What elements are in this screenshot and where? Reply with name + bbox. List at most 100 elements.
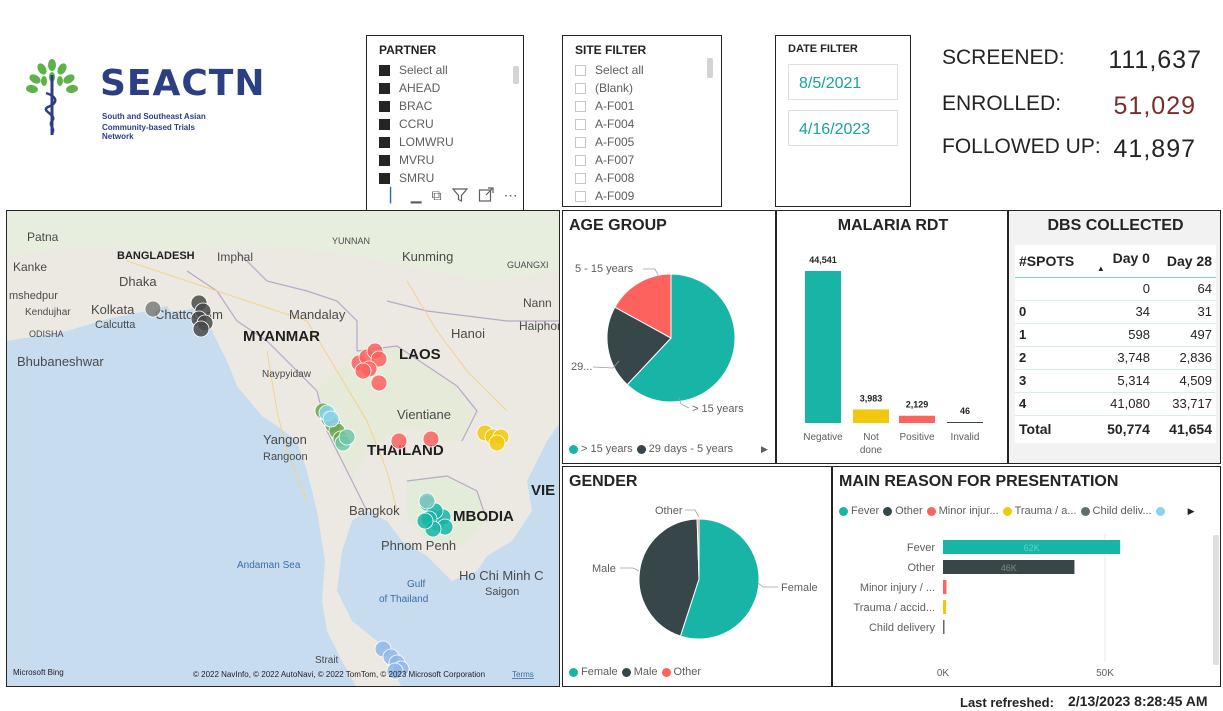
legend-item-more[interactable] [1155,506,1168,516]
checkbox[interactable] [379,172,390,184]
dbs-row[interactable]: 1 598 497 [1015,323,1216,347]
checkbox[interactable] [379,136,390,148]
dbs-row[interactable]: 0 64 [1015,277,1216,301]
site-item[interactable]: A-F004 [575,117,634,131]
col-header-day0[interactable]: Day 0 ▲ [1094,245,1154,278]
legend-item-female[interactable]: Female [569,666,618,678]
map-site-marker[interactable] [488,434,506,452]
main-reason-chart[interactable]: MAIN REASON FOR PRESENTATION Fever Other… [832,466,1221,687]
partner-item[interactable]: Select all [379,63,448,77]
map-site-marker[interactable] [354,362,372,380]
more-options-icon[interactable]: ⋯ [503,186,518,203]
partner-item[interactable]: LOMWRU [379,135,454,149]
legend-item-other[interactable]: Other [661,666,701,678]
legend-item-child-delivery[interactable]: Child deliv... [1080,505,1152,517]
start-date-input[interactable]: 8/5/2021 [788,64,898,100]
site-item[interactable]: (Blank) [575,81,633,95]
legend-next-arrow-icon[interactable]: ▶ [1187,505,1195,516]
reason-scrollbar[interactable] [1213,535,1219,665]
legend-item-male[interactable]: Male [621,666,658,678]
dbs-row[interactable]: 4 41,080 33,717 [1015,392,1216,416]
partner-scrollbar[interactable] [513,66,519,84]
partner-item[interactable]: AHEAD [379,81,440,95]
map-site-marker[interactable] [144,300,162,318]
malaria-bar[interactable] [853,409,889,423]
gender-slice[interactable] [696,518,700,580]
map-site-marker[interactable] [418,492,436,510]
age-group-slice[interactable] [614,273,672,339]
checkbox[interactable] [379,100,390,112]
site-item[interactable]: Select all [575,63,644,77]
age-group-slice[interactable] [606,306,672,386]
checkbox[interactable] [575,64,586,76]
age-group-slice[interactable] [626,273,736,403]
gender-chart[interactable]: GENDER Other Male Female Female Male Oth… [562,466,832,687]
checkbox[interactable] [575,154,586,166]
legend-item-29days[interactable]: 29 days - 5 years [636,443,733,455]
map-site-marker[interactable] [386,662,404,680]
reason-bar[interactable] [943,560,1075,574]
col-header-day28[interactable]: Day 28 [1153,245,1216,278]
dbs-row[interactable]: 0 34 31 [1015,300,1216,324]
malaria-bar[interactable] [805,271,841,423]
malaria-bar[interactable] [947,422,983,423]
checkbox[interactable] [575,118,586,130]
checkbox[interactable] [379,64,390,76]
site-item[interactable]: A-F005 [575,135,634,149]
map-site-marker[interactable] [370,374,388,392]
main-reason-bars[interactable]: Fever 62K Other 46K Minor injury / ... Trauma… [833,467,1221,687]
site-item[interactable]: A-F007 [575,153,634,167]
map-site-marker[interactable] [338,428,356,446]
dbs-row[interactable]: 3 5,314 4,509 [1015,369,1216,393]
reason-bar[interactable] [943,620,945,634]
site-item[interactable]: A-F008 [575,171,634,185]
malaria-rdt-chart[interactable]: MALARIA RDT 44,541 Negative 3,983 Not done 2,… [776,210,1008,464]
legend-item-over15[interactable]: > 15 years [569,443,633,455]
map-site-marker[interactable] [422,430,440,448]
partner-item[interactable]: CCRU [379,117,434,131]
dbs-row[interactable]: 2 3,748 2,836 [1015,346,1216,370]
dbs-collected-table[interactable]: DBS COLLECTED #SPOTS Day 0 ▲ Day 28 0 64 0 3… [1008,210,1221,464]
map-site-marker[interactable] [322,410,340,428]
checkbox[interactable] [379,82,390,94]
gender-slice[interactable] [679,518,760,640]
map-site-marker[interactable] [370,350,388,368]
checkbox[interactable] [575,190,586,202]
age-group-chart[interactable]: AGE GROUP 5 - 15 years 29... > 15 years … [562,210,776,464]
filter-icon[interactable] [451,187,468,203]
checkbox[interactable] [575,172,586,184]
reason-bar[interactable] [943,580,947,594]
age-group-pie[interactable]: 5 - 15 years 29... > 15 years [563,211,776,464]
map-terms-link[interactable]: Terms [512,670,534,679]
end-date-input[interactable]: 4/16/2023 [788,110,898,146]
legend-item-other[interactable]: Other [883,505,923,517]
partner-item[interactable]: BRAC [379,99,432,113]
site-slicer[interactable]: SITE FILTER Select all (Blank) A-F001 A-F00… [562,35,722,207]
checkbox[interactable] [379,118,390,130]
gender-slice[interactable] [638,518,700,637]
malaria-bar[interactable] [899,415,935,423]
map-canvas[interactable]: Patna BANGLADESH Imphal YUNNAN Kunming GUANGX… [7,211,560,687]
partner-item[interactable]: MVRU [379,153,434,167]
legend-item-trauma[interactable]: Trauma / a... [1002,505,1077,517]
partner-item[interactable]: SMRU [379,171,434,185]
map-site-marker[interactable] [390,432,408,450]
partner-slicer[interactable]: PARTNER Select all AHEAD BRAC CCRU LOMWRU MVR… [366,35,524,211]
copy-visual-icon[interactable]: ⧉ [431,186,442,203]
site-item[interactable]: A-F009 [575,189,634,203]
expand-icon[interactable] [478,187,494,203]
checkbox[interactable] [575,100,586,112]
gender-pie[interactable]: Other Male Female [563,467,832,687]
col-header-spots[interactable]: #SPOTS [1015,245,1095,278]
map-site-marker[interactable] [192,320,210,338]
legend-item-minor-injury[interactable]: Minor injur... [926,505,999,517]
legend-next-arrow-icon[interactable]: ▶ [761,443,768,454]
site-scrollbar[interactable] [707,58,713,78]
map-site-marker[interactable] [416,512,434,530]
site-map[interactable]: Patna BANGLADESH Imphal YUNNAN Kunming GUANGX… [6,210,560,687]
focus-mode-icon[interactable]: ▏ [390,186,401,203]
reason-bar[interactable] [943,600,947,614]
site-item[interactable]: A-F001 [575,99,634,113]
legend-item-fever[interactable]: Fever [839,505,879,517]
checkbox[interactable] [379,154,390,166]
